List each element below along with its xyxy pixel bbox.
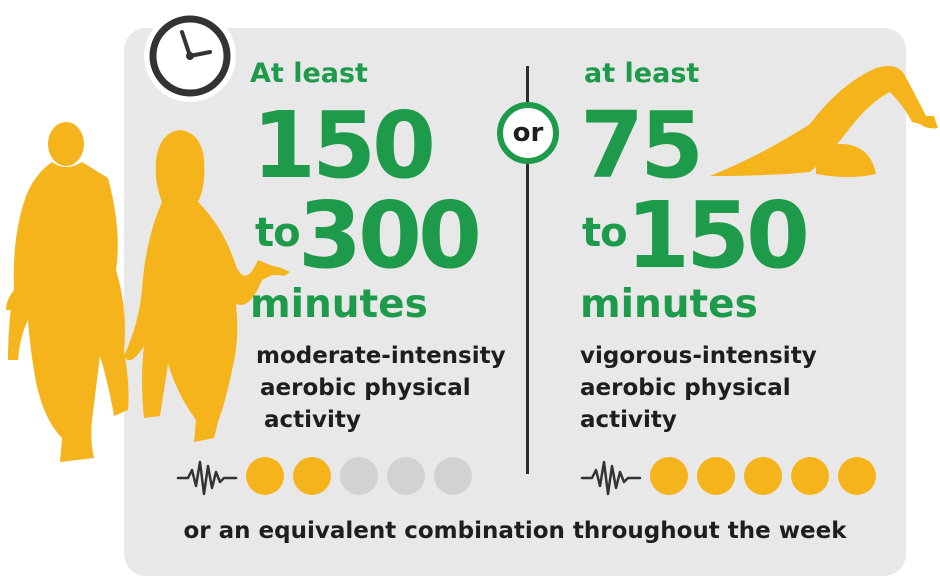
or-badge: or (497, 102, 559, 164)
left-desc-line-2: aerobic physical (260, 375, 471, 401)
right-intensity-dot-filled (697, 457, 735, 495)
left-unit: minutes (250, 282, 428, 327)
walking-couple-illustration (6, 122, 290, 462)
right-intensity-dot-filled (838, 457, 876, 495)
right-at-least: at least (584, 58, 700, 89)
left-desc-line-3: activity (264, 407, 361, 433)
activity-wave-icon (176, 460, 238, 496)
footer-note: or an equivalent combination throughout … (183, 518, 847, 544)
right-intensity-dot-filled (744, 457, 782, 495)
clock-icon (144, 10, 236, 102)
left-to-value: 300 (298, 182, 482, 289)
right-intensity-dot-filled (650, 457, 688, 495)
left-at-least: At least (250, 58, 368, 89)
right-intensity-dot-filled (791, 457, 829, 495)
activity-wave-icon (580, 460, 642, 496)
left-intensity-dots (246, 457, 472, 495)
left-intensity-dot-filled (246, 457, 284, 495)
right-desc-line-3: activity (580, 407, 677, 433)
left-to-word: to (255, 210, 301, 256)
left-intensity-dot-empty (387, 457, 425, 495)
right-from-value: 75 (580, 92, 704, 199)
right-desc-line-2: aerobic physical (580, 375, 791, 401)
left-desc-line-1: moderate-intensity (256, 343, 506, 369)
left-intensity-dot-filled (293, 457, 331, 495)
left-from-value: 150 (252, 92, 436, 199)
left-intensity-dot-empty (340, 457, 378, 495)
swimmer-illustration (710, 66, 938, 177)
left-intensity-dot-empty (434, 457, 472, 495)
right-to-value: 150 (626, 182, 810, 289)
right-desc-line-1: vigorous-intensity (580, 343, 817, 369)
column-divider (526, 66, 529, 474)
right-intensity-dots (650, 457, 876, 495)
right-unit: minutes (580, 282, 758, 327)
right-to-word: to (582, 210, 628, 256)
